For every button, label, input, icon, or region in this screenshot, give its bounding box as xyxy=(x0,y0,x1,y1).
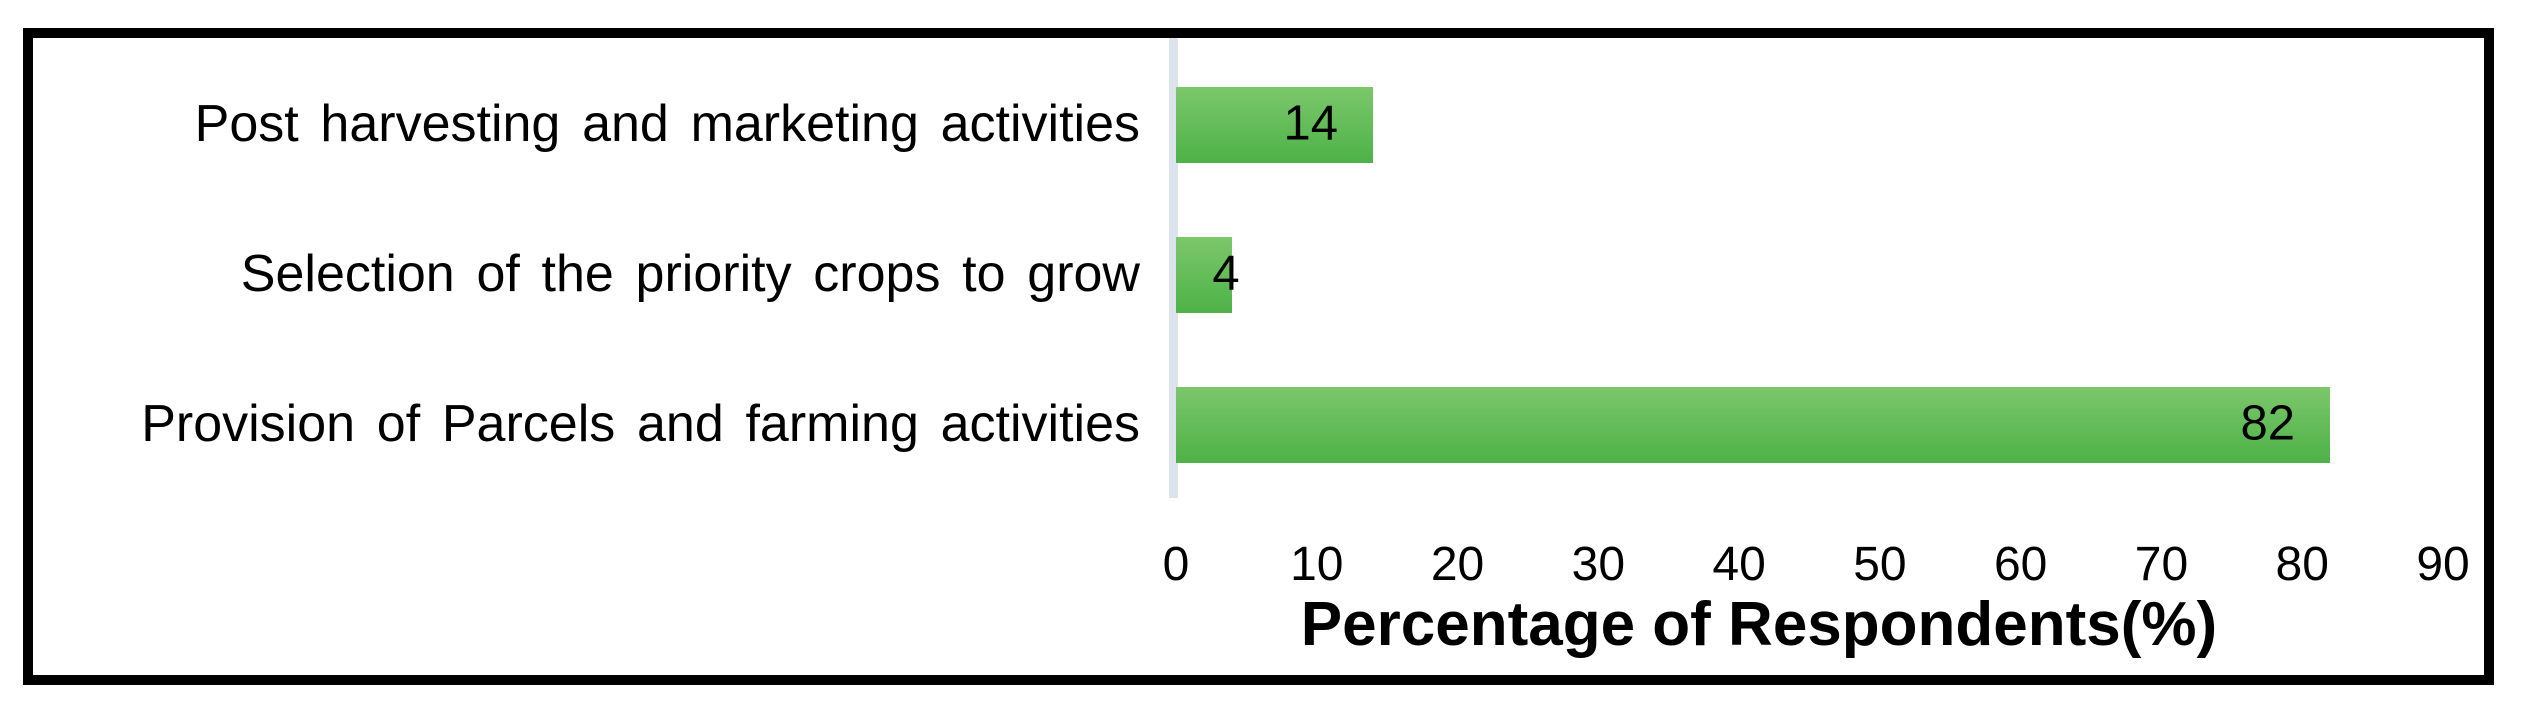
bar-value-label: 14 xyxy=(1283,96,1338,151)
x-tick-label: 90 xyxy=(2416,538,2470,591)
x-axis-title: Percentage of Respondents(%) xyxy=(1300,590,2218,659)
x-tick-label: 20 xyxy=(1430,538,1485,591)
bar xyxy=(1176,387,2330,463)
x-tick-label: 10 xyxy=(1290,538,1344,591)
category-label: Post harvesting and marketing activities xyxy=(194,94,1140,153)
category-label: Provision of Parcels and farming activit… xyxy=(141,394,1140,453)
x-tick-label: 70 xyxy=(2134,538,2189,591)
chart-frame: Post harvesting and marketing activities… xyxy=(23,28,2494,685)
zero-baseline-gridline xyxy=(1169,38,1178,498)
category-label: Selection of the priority crops to grow xyxy=(240,244,1140,303)
x-tick-label: 30 xyxy=(1571,538,1626,591)
x-tick-label: 0 xyxy=(1162,538,1190,591)
x-tick-label: 40 xyxy=(1712,538,1766,591)
plot-area: Post harvesting and marketing activities… xyxy=(33,38,2484,675)
bar xyxy=(1176,87,1373,163)
bar-value-label: 82 xyxy=(2240,396,2295,451)
x-tick-label: 50 xyxy=(1853,538,1907,591)
bar xyxy=(1176,237,1232,313)
x-tick-label: 60 xyxy=(1993,538,2048,591)
x-tick-label: 80 xyxy=(2275,538,2329,591)
bar-value-label: 4 xyxy=(1212,246,1240,301)
